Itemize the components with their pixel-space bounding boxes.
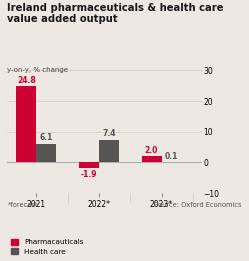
Text: 2.0: 2.0 [145,146,158,155]
Bar [16,86,36,162]
Text: -1.9: -1.9 [81,170,97,179]
Text: 24.8: 24.8 [17,76,36,85]
Bar [141,156,162,162]
Text: 6.1: 6.1 [40,133,53,142]
Bar [99,140,119,162]
Text: 0.1: 0.1 [165,152,178,161]
Text: *forecast: *forecast [7,202,38,208]
Text: Ireland pharmaceuticals & health care
value added output: Ireland pharmaceuticals & health care va… [7,3,224,24]
Text: 7.4: 7.4 [102,129,116,138]
Legend: Pharmacauticals, Health care: Pharmacauticals, Health care [11,239,84,255]
Bar [36,144,56,162]
Text: Source: Oxford Economics: Source: Oxford Economics [154,202,242,208]
Bar [79,162,99,168]
Text: y-on-y, % change: y-on-y, % change [7,67,68,73]
